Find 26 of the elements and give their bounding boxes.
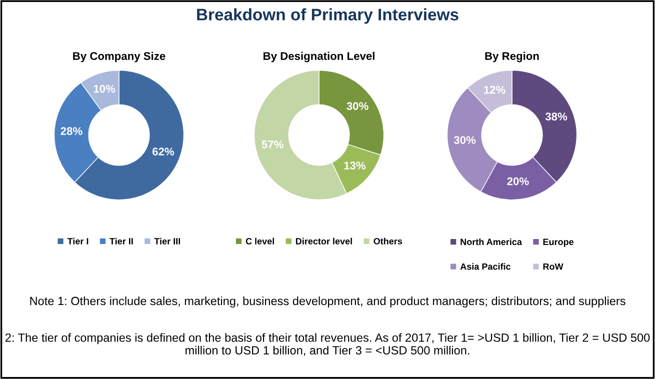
data-label: 10%: [94, 84, 116, 93]
legend-label: Tier III: [154, 238, 180, 244]
data-label: 30%: [454, 136, 476, 144]
text: Note 1: Others include sales, marketing, business development, and product managers; distributors; and suppliers: [30, 296, 626, 308]
data-label: 12%: [484, 86, 506, 94]
data-label: 28%: [60, 127, 82, 135]
chart-title: By Region: [485, 52, 539, 62]
legend-label: Tier I: [67, 238, 88, 244]
data-label: 57%: [262, 140, 284, 148]
legend-label: Others: [374, 238, 402, 244]
legend-label: Director level: [296, 238, 352, 244]
data-label: 62%: [152, 148, 174, 156]
legend-label: Asia Pacific: [460, 263, 511, 270]
data-label: 38%: [545, 112, 568, 120]
legend-label: C level: [246, 238, 274, 244]
text: Breakdown of Primary Interviews: [197, 8, 458, 24]
legend-label: RoW: [543, 263, 564, 270]
legend-label: Europe: [543, 238, 574, 247]
legend-label: Tier II: [110, 238, 133, 244]
legend-label: North America: [460, 238, 522, 246]
chart-title: By Company Size: [73, 52, 166, 62]
chart-title: By Designation Level: [264, 52, 374, 62]
data-label: 30%: [346, 102, 368, 110]
data-label: 13%: [344, 162, 366, 170]
text: 2: The tier of companies is defined on the basis of their total revenues. As of 2017, Tier 1= >USD 1 billion, Tier 2 = USD 500 million to USD 1 billion, and Tier 3 = <USD 500 million.: [6, 333, 650, 356]
data-label: 20%: [507, 177, 529, 186]
